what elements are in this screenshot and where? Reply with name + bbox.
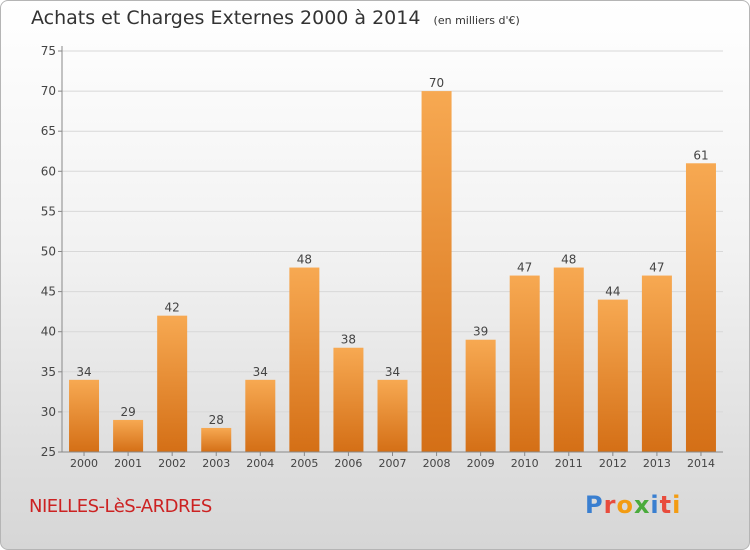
y-tick-label: 55 xyxy=(41,204,56,218)
bar xyxy=(597,299,628,452)
x-tick-label: 2012 xyxy=(599,457,627,470)
x-axis: 2000 2001 2002 2003 2004 2005 2006 2007 2008 2009… xyxy=(62,451,723,470)
bar-value-label: 47 xyxy=(649,261,664,275)
logo-letter: r xyxy=(603,491,617,519)
bar xyxy=(641,275,672,452)
y-axis: 25 30 35 40 45 50 55 60 65 70 75 xyxy=(41,44,63,459)
bar-value-label: 34 xyxy=(253,365,268,379)
city-name: NIELLES-LèS-ARDRES xyxy=(29,496,212,517)
bar-value-label: 29 xyxy=(120,405,135,419)
x-tick-label: 2003 xyxy=(202,457,230,470)
bar xyxy=(421,91,452,452)
bar-value-label: 61 xyxy=(693,148,708,162)
bar xyxy=(685,163,716,452)
logo-letter: i xyxy=(650,491,660,519)
y-tick-label: 25 xyxy=(41,445,56,459)
bar-value-label: 44 xyxy=(605,285,620,299)
x-tick-label: 2000 xyxy=(70,457,98,470)
y-tick-label: 65 xyxy=(41,124,56,138)
y-tick-label: 50 xyxy=(41,245,56,259)
x-tick-label: 2002 xyxy=(158,457,186,470)
bar-value-label: 34 xyxy=(76,365,91,379)
x-tick-label: 2006 xyxy=(334,457,362,470)
bar xyxy=(113,419,144,452)
bar xyxy=(509,275,540,452)
bar xyxy=(157,315,188,452)
chart-title-block: Achats et Charges Externes 2000 à 2014 (… xyxy=(31,7,520,29)
bar xyxy=(245,379,276,452)
bar xyxy=(289,267,320,452)
bar-value-label: 28 xyxy=(209,413,224,427)
logo-letter: x xyxy=(633,491,651,519)
bar xyxy=(69,379,100,452)
x-tick-label: 2010 xyxy=(511,457,539,470)
bar xyxy=(377,379,408,452)
y-tick-label: 30 xyxy=(41,405,56,419)
bar-value-label: 38 xyxy=(341,333,356,347)
y-tick-label: 35 xyxy=(41,365,56,379)
y-tick-label: 60 xyxy=(41,164,56,178)
x-tick-label: 2001 xyxy=(114,457,142,470)
y-tick-label: 45 xyxy=(41,285,56,299)
x-tick-label: 2008 xyxy=(423,457,451,470)
y-tick-label: 75 xyxy=(41,44,56,58)
x-tick-label: 2011 xyxy=(555,457,583,470)
bar-value-label: 39 xyxy=(473,325,488,339)
x-tick-label: 2005 xyxy=(290,457,318,470)
logo-letter: i xyxy=(672,491,682,519)
bar xyxy=(465,339,496,452)
chart-title: Achats et Charges Externes 2000 à 2014 xyxy=(31,7,421,29)
y-tick-label: 40 xyxy=(41,325,56,339)
x-tick-label: 2013 xyxy=(643,457,671,470)
bars: 34 29 42 28 34 48 38 34 70 39 47 48 44 47 61 xyxy=(69,76,716,452)
bar-value-label: 48 xyxy=(297,253,312,267)
x-tick-label: 2009 xyxy=(467,457,495,470)
bar-value-label: 42 xyxy=(165,301,180,315)
chart-unit: (en milliers d'€) xyxy=(433,14,520,27)
bar xyxy=(553,267,584,452)
bar-value-label: 34 xyxy=(385,365,400,379)
y-tick-label: 70 xyxy=(41,84,56,98)
logo-letter: o xyxy=(616,491,634,519)
bar-value-label: 48 xyxy=(561,253,576,267)
x-tick-label: 2004 xyxy=(246,457,274,470)
bar-value-label: 70 xyxy=(429,76,444,90)
bar xyxy=(333,347,364,452)
logo-letter: P xyxy=(585,491,604,519)
x-tick-label: 2007 xyxy=(379,457,407,470)
proxiti-logo[interactable]: Proxiti xyxy=(585,491,681,519)
x-tick-label: 2014 xyxy=(687,457,715,470)
logo-letter: t xyxy=(659,491,673,519)
bar xyxy=(201,427,232,452)
bar-value-label: 47 xyxy=(517,261,532,275)
